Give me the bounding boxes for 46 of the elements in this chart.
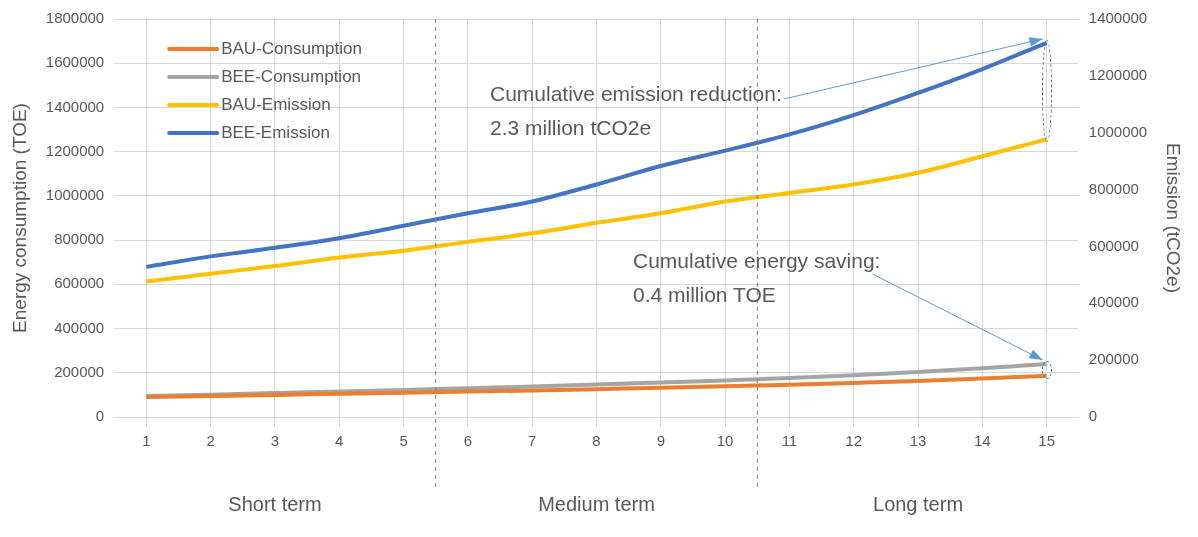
y2-tick-label: 1000000 — [1088, 122, 1148, 140]
y-tick-label: 1200000 — [45, 141, 105, 159]
y-tick-label: 1400000 — [45, 97, 105, 115]
y2-tick-label: 1200000 — [1088, 66, 1148, 83]
x-tick-label: 11 — [781, 432, 798, 450]
legend-label: BAU-Emission — [221, 94, 331, 114]
x-tick-label: 8 — [592, 432, 601, 450]
x-tick-label: 5 — [399, 432, 408, 450]
y-tick-label: 0 — [95, 407, 105, 425]
y-axis-title: Energy consumption (TOE) — [8, 103, 30, 333]
y2-tick-label: 200000 — [1088, 350, 1139, 368]
text: Medium term — [538, 492, 655, 515]
y2-axis-title: Emission (tCO2e) — [1163, 143, 1185, 293]
legend-label: BAU-Consumption — [221, 38, 362, 58]
x-tick-label: 1 — [142, 432, 151, 450]
y-tick-label: 400000 — [54, 318, 105, 336]
x-tick-label: 9 — [656, 432, 665, 450]
y-tick-label: 600000 — [54, 274, 105, 292]
annotation: Cumulative energy saving: 0.4 million TOE — [633, 248, 881, 306]
x-tick-label: 3 — [270, 432, 280, 450]
x-tick-label: 2 — [206, 432, 215, 450]
y-tick-label: 1000000 — [45, 186, 105, 204]
y2-tick-label: 1400000 — [1088, 9, 1148, 27]
x-tick-label: 14 — [974, 432, 991, 450]
text: Short term — [228, 492, 322, 515]
y-tick-label: 800000 — [54, 230, 105, 248]
y2-tick-label: 400000 — [1088, 293, 1139, 311]
y2-tick-label: 0 — [1088, 407, 1098, 425]
y2-tick-label: 800000 — [1088, 179, 1139, 197]
x-tick-label: 12 — [845, 432, 863, 450]
text: Long term — [873, 492, 964, 515]
y2-tick-label: 600000 — [1088, 236, 1139, 254]
x-tick-label: 10 — [716, 432, 734, 450]
x-tick-label: 7 — [528, 432, 537, 450]
legend-label: BEE-Consumption — [221, 66, 362, 86]
y-tick-label: 1800000 — [45, 9, 105, 27]
x-tick-label: 13 — [909, 432, 927, 450]
line-series — [144, 137, 1049, 284]
line-series — [144, 373, 1049, 400]
x-tick-label: 15 — [1038, 432, 1055, 450]
legend-label: BEE-Emission — [221, 122, 330, 142]
y-tick-label: 1600000 — [45, 53, 105, 71]
y-tick-label: 200000 — [54, 362, 105, 380]
x-tick-label: 4 — [335, 432, 344, 450]
annotation: Cumulative emission reduction: 2.3 million tCO2e — [490, 81, 782, 139]
x-tick-label: 6 — [463, 432, 473, 450]
